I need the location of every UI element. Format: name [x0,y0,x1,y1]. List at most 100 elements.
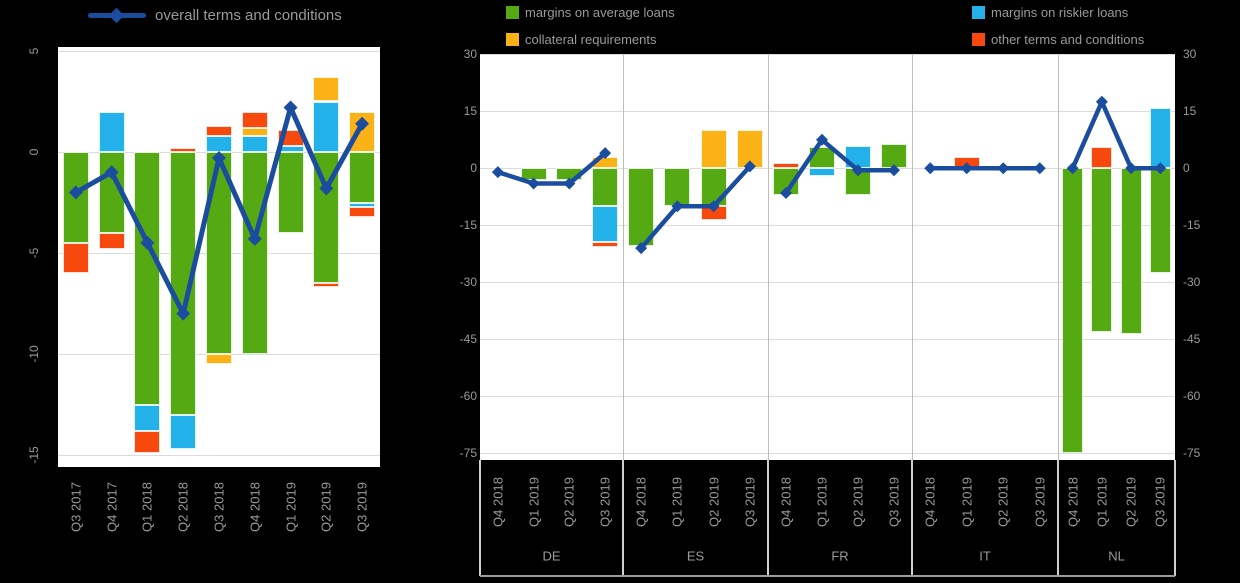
x-tick-label: Q2 2018 [175,482,191,532]
x-tick-label: Q4 2017 [104,482,120,532]
x-tick-label: Q4 2018 [633,477,649,527]
x-tick-label: Q3 2019 [742,477,758,527]
x-tick-label: Q1 2019 [1094,477,1110,527]
y-tick-label-right: -60 [1183,389,1201,404]
axis-band-separator [622,460,624,576]
bar-segment [241,152,268,354]
bar-segment [845,168,871,195]
group-label: FR [831,548,849,564]
bar-segment [700,206,727,221]
x-tick-label: Q2 2019 [995,477,1011,527]
bar-segment [98,232,125,249]
x-tick-label: Q2 2019 [1123,477,1139,527]
axis-band-separator [479,460,481,576]
gridline [480,338,1175,340]
bar-segment [349,152,376,203]
gridline [480,281,1175,283]
group-label: IT [979,548,991,564]
group-label: DE [542,548,561,564]
y-tick-label: -15 [459,218,477,233]
bar-segment [556,168,583,180]
legend-other-terms: other terms and conditions [991,32,1145,47]
y-tick-label: 15 [463,104,477,119]
bar-segment [277,145,304,152]
x-tick-label: Q1 2019 [959,477,975,527]
bar-segment [98,111,125,152]
y-tick-label: 0 [27,148,41,156]
bar-segment [1091,168,1113,332]
bar-segment [953,156,980,169]
bar-segment [241,135,268,152]
bar-segment [206,125,232,136]
bar-segment [773,168,799,195]
gridline [480,395,1175,397]
x-tick-label: Q3 2017 [68,482,84,532]
axis-band-separator [1174,460,1176,576]
bar-segment [881,143,907,169]
x-tick-label: Q3 2019 [886,477,902,527]
group-separator [623,55,624,460]
bar-segment [592,242,619,248]
bar-segment [206,135,232,152]
bar-segment [736,130,763,169]
x-tick-label: Q2 2019 [850,477,866,527]
bar-segment [62,152,89,243]
gridline [58,454,380,456]
bar-segment [664,168,691,207]
gridline [480,452,1175,454]
y-tick-label: 30 [463,47,477,62]
bar-segment [206,354,232,365]
bar-segment [845,145,871,169]
gridline [58,50,380,52]
bar-segment [700,130,727,169]
y-tick-label: -60 [459,389,477,404]
bar-segment [1062,168,1084,454]
bar-segment [134,430,161,453]
y-tick-label-right: 15 [1183,104,1197,119]
bar-segment [134,404,161,431]
bar-segment [206,152,232,354]
group-label: NL [1108,548,1125,564]
legend-collateral: collateral requirements [525,32,657,47]
bar-segment [170,147,197,152]
bar-segment [313,77,340,102]
group-separator [912,55,913,460]
y-tick-label-right: 30 [1183,47,1197,62]
x-tick-label: Q3 2019 [597,477,613,527]
bar-segment [134,152,161,405]
y-tick-label: -10 [27,345,41,363]
x-tick-label: Q4 2018 [778,477,794,527]
x-tick-label: Q1 2019 [669,477,685,527]
bar-segment [170,152,197,415]
group-label: ES [686,548,705,564]
y-tick-label: -15 [27,446,41,464]
bar-segment [592,156,619,169]
gridline [480,53,1175,55]
legend-margins-riskier: margins on riskier loans [991,5,1129,20]
x-tick-label: Q3 2019 [1032,477,1048,527]
x-tick-label: Q4 2018 [922,477,938,527]
y-tick-label: -30 [459,275,477,290]
group-separator [1058,55,1059,460]
x-tick-label: Q4 2018 [490,477,506,527]
x-tick-label: Q3 2019 [1152,477,1168,527]
bar-segment [241,127,268,136]
bar-segment [520,168,547,180]
gridline [480,110,1175,112]
y-tick-label: -5 [27,247,41,259]
group-separator [768,55,769,460]
x-tick-label: Q4 2018 [1065,477,1081,527]
bar-segment [241,111,268,128]
axis-baseline [480,575,1175,577]
x-tick-label: Q2 2019 [561,477,577,527]
bar-segment [809,168,835,176]
countries-plot-area [480,53,1175,460]
y-tick-label: -75 [459,446,477,461]
bar-segment [1149,107,1171,169]
y-tick-label-right: -30 [1183,275,1201,290]
x-tick-label: Q4 2018 [247,482,263,532]
axis-band-separator [1057,460,1059,576]
bar-segment [1091,147,1113,169]
x-tick-label: Q1 2018 [139,482,155,532]
